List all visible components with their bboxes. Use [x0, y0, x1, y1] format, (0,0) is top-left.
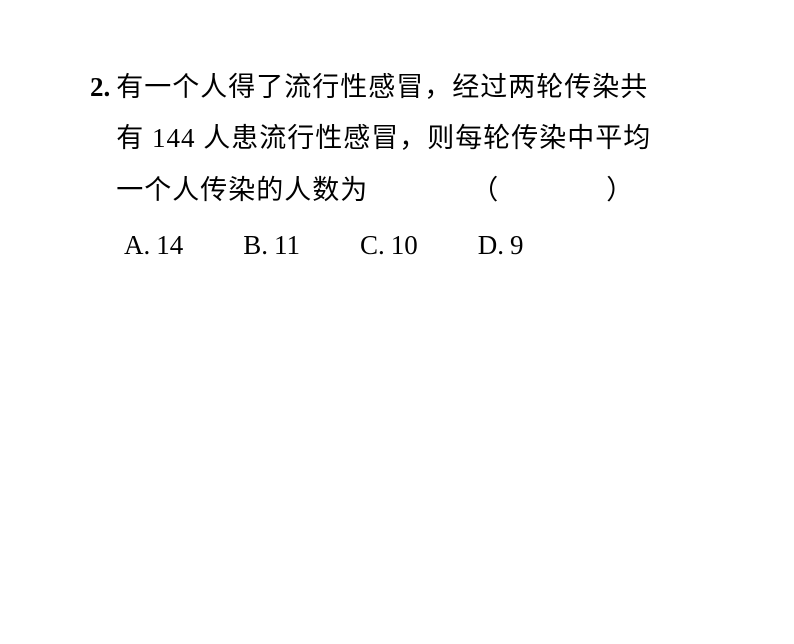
- option-b: B. 11: [243, 230, 300, 261]
- option-a-label: A.: [124, 230, 150, 261]
- option-b-value: 11: [274, 230, 300, 261]
- question-text: 有一个人得了流行性感冒，经过两轮传染共 有 144 人患流行性感冒，则每轮传染中…: [116, 62, 651, 216]
- option-b-label: B.: [243, 230, 268, 261]
- option-d-value: 9: [510, 230, 524, 261]
- line2-part2: 人患流行性感冒，则每轮传染中平均: [196, 123, 652, 153]
- options-row: A. 14 B. 11 C. 10 D. 9: [124, 230, 714, 261]
- question-line2: 有 144 人患流行性感冒，则每轮传染中平均: [116, 113, 651, 164]
- line2-part1: 有: [116, 123, 152, 153]
- question-block: 2. 有一个人得了流行性感冒，经过两轮传染共 有 144 人患流行性感冒，则每轮…: [90, 62, 714, 261]
- option-c-value: 10: [391, 230, 418, 261]
- option-c: C. 10: [360, 230, 418, 261]
- option-d-label: D.: [478, 230, 504, 261]
- question-number: 2.: [90, 72, 110, 103]
- question-line-1: 2. 有一个人得了流行性感冒，经过两轮传染共 有 144 人患流行性感冒，则每轮…: [90, 62, 714, 216]
- question-line3-wrap: 一个人传染的人数为 （ ）: [116, 165, 651, 216]
- option-a-value: 14: [156, 230, 183, 261]
- option-d: D. 9: [478, 230, 524, 261]
- option-c-label: C.: [360, 230, 385, 261]
- option-a: A. 14: [124, 230, 183, 261]
- question-line3-text: 一个人传染的人数为: [116, 165, 368, 216]
- question-line1-text: 有一个人得了流行性感冒，经过两轮传染共: [116, 62, 651, 113]
- line2-number: 144: [152, 123, 196, 153]
- answer-blank: （ ）: [471, 165, 651, 216]
